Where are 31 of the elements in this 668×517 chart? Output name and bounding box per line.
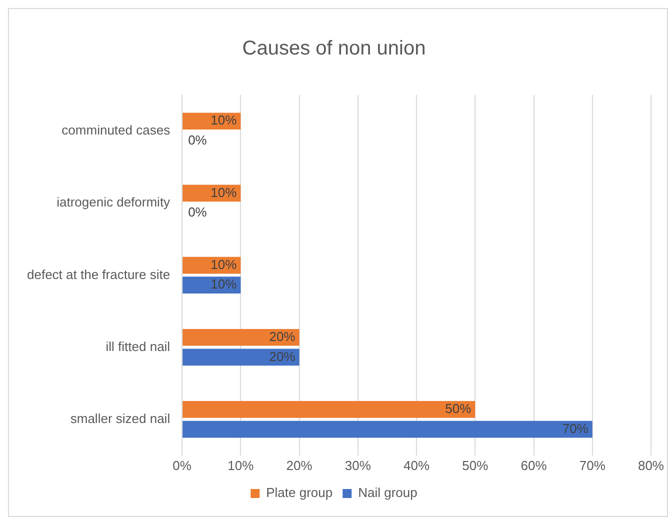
x-tick-label: 0% <box>172 458 192 473</box>
data-label: 20% <box>269 328 296 344</box>
chart-title: Causes of non union <box>242 38 426 60</box>
data-label: 50% <box>445 401 472 416</box>
data-label: 20% <box>269 348 296 364</box>
data-label: 10% <box>210 276 238 292</box>
y-tick-label: smaller sized nail <box>70 410 170 426</box>
y-tick-label: iatrogenic deformity <box>56 194 171 210</box>
x-tick-label: 60% <box>520 458 548 473</box>
x-tick-label: 10% <box>228 458 254 473</box>
data-label: 10% <box>210 256 238 272</box>
x-tick-label: 50% <box>462 458 489 473</box>
data-label: 0% <box>188 204 208 220</box>
data-label: 10% <box>210 112 238 128</box>
bar <box>182 328 300 346</box>
x-tick-label: 80% <box>638 458 664 473</box>
bar <box>182 420 592 438</box>
x-tick-label: 30% <box>344 458 372 473</box>
x-tick-label: 40% <box>404 458 430 473</box>
data-label: 10% <box>210 184 238 200</box>
legend-label: Nail group <box>358 485 418 500</box>
x-tick-label: 70% <box>579 458 606 473</box>
legend-label: Plate group <box>266 485 333 500</box>
bar <box>182 401 476 418</box>
bar <box>182 348 300 366</box>
data-label: 0% <box>188 132 208 148</box>
y-tick-label: comminuted cases <box>62 122 171 138</box>
y-tick-label: ill fitted nail <box>106 338 170 354</box>
data-label: 70% <box>562 420 589 436</box>
y-tick-label: defect at the fracture site <box>27 266 170 282</box>
x-tick-label: 20% <box>286 458 313 473</box>
